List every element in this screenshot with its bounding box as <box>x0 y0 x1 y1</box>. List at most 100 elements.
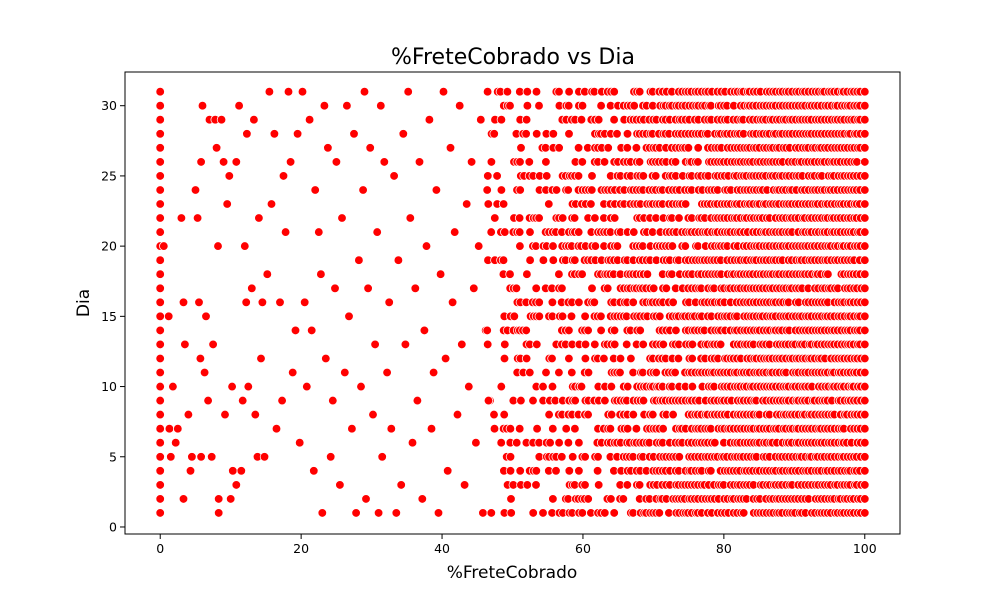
scatter-point <box>321 353 331 364</box>
scatter-point <box>164 311 174 321</box>
scatter-point <box>687 381 698 392</box>
scatter-point <box>623 381 633 392</box>
scatter-point <box>574 227 584 237</box>
scatter-point <box>499 409 509 420</box>
scatter-point <box>155 157 165 167</box>
scatter-point <box>199 367 210 378</box>
scatter-point <box>531 87 542 97</box>
scatter-point <box>638 171 648 181</box>
scatter-point <box>236 466 246 476</box>
scatter-point <box>531 283 541 293</box>
scatter-point <box>256 353 266 364</box>
x-axis-label: %FreteCobrado <box>447 563 578 583</box>
scatter-point <box>382 367 392 378</box>
scatter-point <box>476 115 486 125</box>
scatter-point <box>505 269 515 279</box>
scatter-point <box>860 283 870 293</box>
scatter-point <box>599 157 610 167</box>
scatter-point <box>612 241 623 251</box>
scatter-point <box>860 241 870 251</box>
scatter-point <box>532 339 542 350</box>
scatter-point <box>222 199 232 209</box>
scatter-point <box>534 213 544 223</box>
scatter-point <box>554 438 564 448</box>
scatter-point <box>671 325 681 336</box>
scatter-point <box>860 353 870 364</box>
scatter-point <box>403 87 413 97</box>
scatter-point <box>190 185 201 195</box>
scatter-point <box>250 409 260 420</box>
scatter-point <box>471 438 481 448</box>
scatter-point <box>564 353 574 364</box>
scatter-point <box>528 395 538 406</box>
scatter-point <box>860 199 870 209</box>
scatter-point <box>626 353 636 364</box>
scatter-point <box>661 283 671 293</box>
scatter-point <box>687 339 698 350</box>
scatter-point <box>628 367 638 378</box>
scatter-point <box>386 424 396 434</box>
scatter-point <box>554 367 564 378</box>
scatter-point <box>674 213 684 223</box>
scatter-point <box>860 171 870 181</box>
scatter-point <box>316 269 326 279</box>
scatter-point <box>860 143 870 153</box>
scatter-point <box>683 143 694 153</box>
scatter-point <box>648 409 658 420</box>
scatter-point <box>564 87 574 97</box>
scatter-point <box>594 480 604 490</box>
scatter-point <box>483 339 493 350</box>
scatter-point <box>506 494 516 504</box>
scatter-point <box>196 157 206 167</box>
scatter-point <box>563 185 573 195</box>
scatter-point <box>155 297 165 307</box>
scatter-point <box>531 466 541 476</box>
scatter-point <box>342 101 352 111</box>
scatter-point <box>213 241 223 251</box>
scatter-point <box>259 452 270 462</box>
scatter-point <box>574 438 584 448</box>
scatter-point <box>667 241 678 251</box>
scatter-point <box>596 311 606 321</box>
scatter-point <box>486 227 496 237</box>
scatter-point <box>285 157 296 167</box>
y-tick-label: 20 <box>101 239 117 254</box>
y-tick-label: 0 <box>109 519 117 534</box>
scatter-point <box>580 452 590 462</box>
scatter-point <box>706 101 716 111</box>
scatter-point <box>264 87 275 97</box>
scatter-point <box>220 409 230 420</box>
scatter-point <box>680 241 690 251</box>
scatter-point <box>323 143 333 153</box>
scatter-point <box>155 87 165 97</box>
scatter-point <box>155 395 165 406</box>
scatter-point <box>344 311 354 321</box>
scatter-point <box>187 452 197 462</box>
scatter-point <box>573 143 584 153</box>
scatter-point <box>443 466 453 476</box>
scatter-point <box>622 143 632 153</box>
scatter-point <box>499 353 510 364</box>
scatter-point <box>670 157 681 167</box>
scatter-point <box>155 494 165 504</box>
scatter-point <box>216 115 227 125</box>
scatter-point <box>628 297 638 307</box>
scatter-point <box>631 143 642 153</box>
scatter-point <box>393 255 404 265</box>
scatter-point <box>464 381 474 392</box>
scatter-point <box>570 255 580 265</box>
scatter-point <box>417 494 427 504</box>
scatter-point <box>398 129 408 139</box>
scatter-point <box>596 101 606 111</box>
scatter-point <box>490 213 500 223</box>
scatter-point <box>574 297 584 307</box>
scatter-point <box>278 171 289 181</box>
scatter-point <box>514 213 525 223</box>
scatter-point <box>483 171 493 181</box>
scatter-point <box>482 185 492 195</box>
scatter-point <box>183 409 194 420</box>
scatter-point <box>577 508 587 518</box>
scatter-point <box>474 241 484 251</box>
scatter-point <box>532 424 542 434</box>
scatter-point <box>522 87 532 97</box>
